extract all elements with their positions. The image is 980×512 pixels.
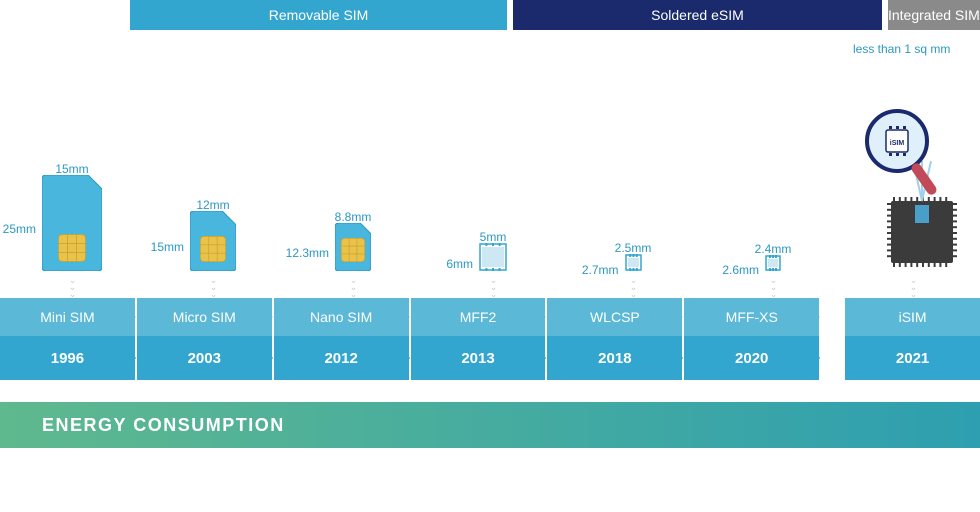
- chevron-down-icon: ⌄⌄⌄: [625, 277, 641, 298]
- dim-height-wlcsp: 2.7mm: [575, 263, 619, 277]
- note-integrated: less than 1 sq mm: [853, 42, 950, 56]
- svg-text:iSIM: iSIM: [890, 140, 905, 147]
- header-0: Removable SIM: [130, 0, 507, 30]
- year-mff2: 2013: [461, 350, 494, 367]
- year-nano: 2012: [324, 350, 357, 367]
- year-cell-mff2: 2013: [411, 336, 548, 380]
- name-cell-mffxs: MFF-XS: [684, 298, 821, 336]
- dim-width-mff2: 5mm: [463, 230, 523, 244]
- name-cell-isim: iSIM: [845, 298, 980, 336]
- arrow-right-icon: [532, 336, 546, 380]
- dim-height-mff2: 6mm: [429, 257, 473, 271]
- chevron-down-icon: ⌄⌄⌄: [765, 277, 781, 298]
- timeline-gap: [821, 298, 845, 336]
- name-wlcsp: WLCSP: [590, 309, 640, 325]
- timeline-gap: [821, 336, 845, 380]
- arrow-right-icon: [396, 336, 410, 380]
- arrow-right-icon: [532, 298, 546, 336]
- sim-figure-isim: iSIM: [853, 101, 973, 276]
- chip-icon: [59, 235, 86, 262]
- header-1: Soldered eSIM: [513, 0, 882, 30]
- arrow-right-icon: [259, 298, 273, 336]
- arrow-right-icon: [396, 298, 410, 336]
- sim-wlcsp-icon: [625, 254, 642, 271]
- name-mffxs: MFF-XS: [726, 309, 778, 325]
- arrow-right-icon: [122, 336, 136, 380]
- sim-figure-nano: [335, 223, 371, 276]
- timeline-year-row: 1996 2003 2012 2013 2018 2020 2021: [0, 336, 980, 380]
- name-nano: Nano SIM: [310, 309, 372, 325]
- chevron-down-icon: ⌄⌄⌄: [345, 277, 361, 298]
- dim-width-micro: 12mm: [183, 198, 243, 212]
- dim-width-nano: 8.8mm: [323, 210, 383, 224]
- energy-consumption-bar: ENERGY CONSUMPTION: [0, 402, 980, 448]
- header-2: Integrated SIM: [888, 0, 980, 30]
- name-mff2: MFF2: [460, 309, 497, 325]
- chevron-down-icon: ⌄⌄⌄: [205, 277, 221, 298]
- arrow-right-icon: [669, 336, 683, 380]
- sim-figure-mini: [42, 175, 102, 276]
- dim-height-mini: 25mm: [0, 222, 36, 236]
- year-cell-isim: 2021: [845, 336, 980, 380]
- year-cell-nano: 2012: [274, 336, 411, 380]
- name-cell-wlcsp: WLCSP: [547, 298, 684, 336]
- dim-width-wlcsp: 2.5mm: [603, 241, 663, 255]
- year-cell-mffxs: 2020: [684, 336, 821, 380]
- sim-figure-mffxs: [765, 255, 781, 276]
- sim-mff2-icon: [479, 243, 507, 271]
- dim-height-nano: 12.3mm: [281, 246, 329, 260]
- sim-nano-icon: [335, 223, 371, 271]
- arrow-right-icon: [259, 336, 273, 380]
- dim-height-micro: 15mm: [136, 240, 184, 254]
- chevron-down-icon: ⌄⌄⌄: [64, 277, 80, 298]
- name-cell-nano: Nano SIM: [274, 298, 411, 336]
- arrow-right-icon: [122, 298, 136, 336]
- sim-isim-icon: iSIM: [853, 101, 973, 271]
- year-cell-mini: 1996: [0, 336, 137, 380]
- sim-figure-wlcsp: [625, 254, 642, 276]
- name-isim: iSIM: [899, 309, 927, 325]
- header-row: Removable SIMSoldered eSIMIntegrated SIM: [0, 0, 980, 30]
- sim-figure-micro: [190, 211, 236, 276]
- figures-row: ⌄⌄⌄ 15mm 25mm ⌄⌄⌄ 12mm 15mm ⌄⌄⌄ 8.8mm 12.3mm ⌄…: [0, 78, 980, 298]
- arrow-right-icon: [669, 298, 683, 336]
- year-isim: 2021: [896, 350, 929, 367]
- name-cell-micro: Micro SIM: [137, 298, 274, 336]
- timeline-name-row: Mini SIM Micro SIM Nano SIM MFF2 WLCSP MFF-XS…: [0, 298, 980, 336]
- arrow-right-icon: [806, 298, 820, 336]
- dim-width-mini: 15mm: [42, 162, 102, 176]
- chip-icon: [200, 236, 225, 261]
- arrow-right-icon: [806, 336, 820, 380]
- year-wlcsp: 2018: [598, 350, 631, 367]
- name-cell-mini: Mini SIM: [0, 298, 137, 336]
- year-mini: 1996: [51, 350, 84, 367]
- year-cell-wlcsp: 2018: [547, 336, 684, 380]
- year-mffxs: 2020: [735, 350, 768, 367]
- name-micro: Micro SIM: [173, 309, 236, 325]
- dim-height-mffxs: 2.6mm: [715, 263, 759, 277]
- chip-icon: [341, 238, 364, 261]
- sim-figure-mff2: [479, 243, 507, 276]
- chevron-down-icon: ⌄⌄⌄: [905, 277, 921, 298]
- year-cell-micro: 2003: [137, 336, 274, 380]
- year-micro: 2003: [188, 350, 221, 367]
- name-mini: Mini SIM: [40, 309, 94, 325]
- sim-micro-icon: [190, 211, 236, 271]
- sim-mffxs-icon: [765, 255, 781, 271]
- energy-label: ENERGY CONSUMPTION: [42, 415, 285, 436]
- dim-width-mffxs: 2.4mm: [743, 242, 803, 256]
- chevron-down-icon: ⌄⌄⌄: [485, 277, 501, 298]
- name-cell-mff2: MFF2: [411, 298, 548, 336]
- sim-mini-icon: [42, 175, 102, 271]
